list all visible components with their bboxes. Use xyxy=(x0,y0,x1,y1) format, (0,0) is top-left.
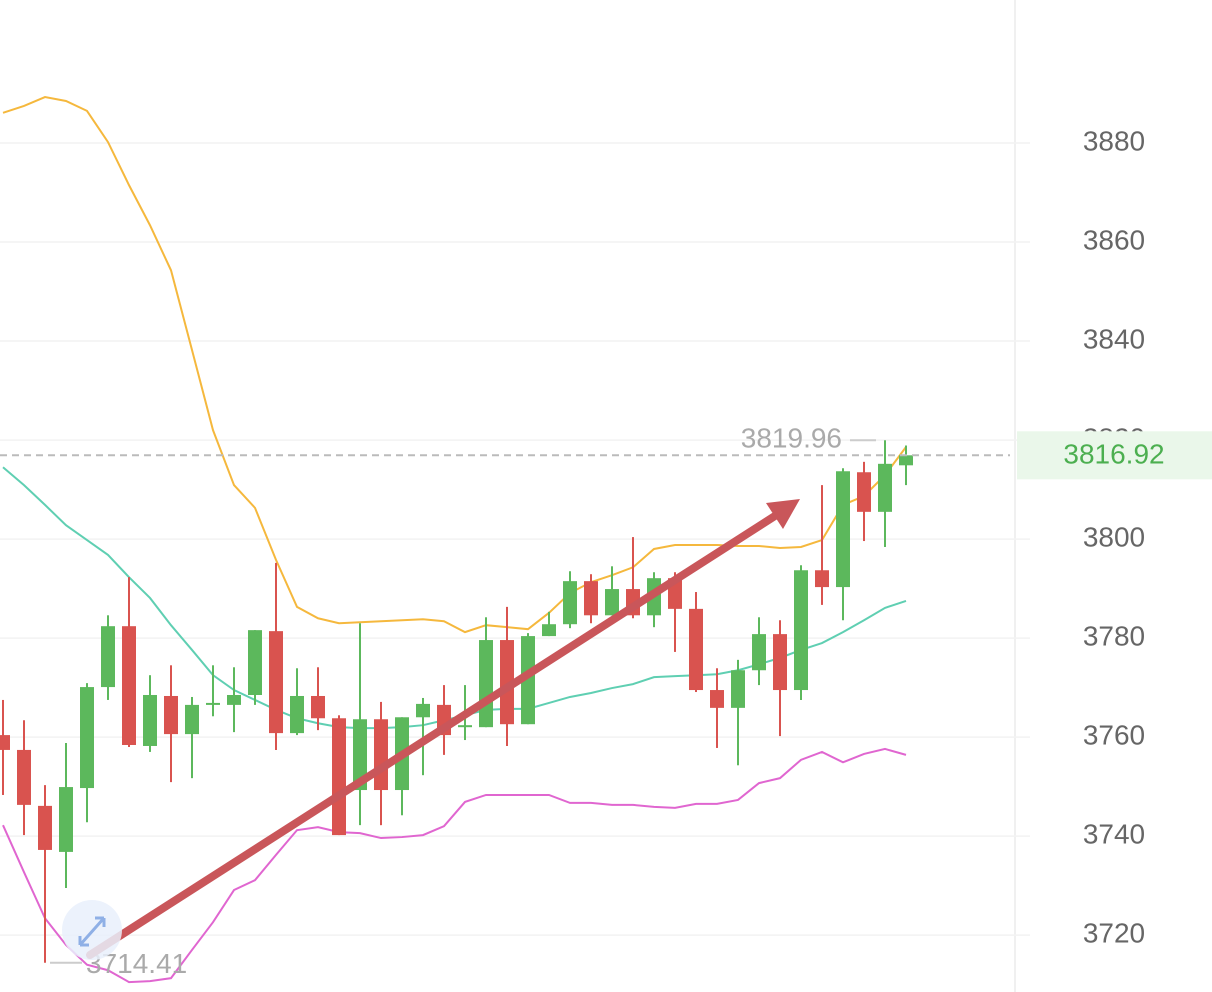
candle-body xyxy=(563,581,577,625)
indicator-line xyxy=(2,747,907,984)
candle-body xyxy=(521,636,535,725)
high-marker-label: 3819.96 xyxy=(741,423,842,454)
candle-body xyxy=(227,694,241,705)
candle-body xyxy=(584,581,598,616)
candle-body xyxy=(542,624,556,637)
candle-body xyxy=(59,787,73,852)
y-axis: 3720374037603780380038203840386038803816… xyxy=(1017,125,1212,948)
candle-body xyxy=(290,695,304,734)
arrow-head xyxy=(766,499,800,529)
candle-body xyxy=(857,472,871,512)
candle-body xyxy=(17,749,31,805)
candle-body xyxy=(416,703,430,718)
grid xyxy=(0,142,1030,936)
candle-body xyxy=(101,626,115,688)
candle-body xyxy=(836,471,850,588)
y-tick-label: 3860 xyxy=(1083,224,1145,255)
candle-body xyxy=(878,463,892,512)
icon-glyph[interactable] xyxy=(78,916,106,947)
y-tick-label: 3880 xyxy=(1083,125,1145,156)
expand-icon[interactable] xyxy=(62,900,122,960)
candle-body xyxy=(500,640,514,725)
y-tick-label: 3740 xyxy=(1083,818,1145,849)
candle-body xyxy=(38,805,52,850)
candle-body xyxy=(164,695,178,735)
candle-body xyxy=(710,690,724,708)
candle-body xyxy=(143,694,157,746)
candle-body xyxy=(122,626,136,745)
candle-body xyxy=(689,608,703,691)
candle-body xyxy=(185,704,199,735)
candle-body xyxy=(248,630,262,695)
candle-body xyxy=(353,719,367,791)
candle-body xyxy=(458,725,472,728)
candles xyxy=(0,440,913,963)
last-price-label: 3816.92 xyxy=(1063,439,1164,470)
arrow-shaft xyxy=(86,510,782,959)
candle-body xyxy=(731,670,745,708)
candle-body xyxy=(80,687,94,789)
y-tick-label: 3780 xyxy=(1083,620,1145,651)
candle-body xyxy=(773,634,787,691)
y-tick-label: 3720 xyxy=(1083,917,1145,948)
y-tick-label: 3800 xyxy=(1083,521,1145,552)
candle-body xyxy=(0,735,10,750)
y-tick-label: 3760 xyxy=(1083,719,1145,750)
candle-body xyxy=(752,634,766,671)
candle-body xyxy=(332,718,346,836)
candle-body xyxy=(269,631,283,734)
y-tick-label: 3840 xyxy=(1083,323,1145,354)
candle-body xyxy=(605,589,619,616)
candle-body xyxy=(479,640,493,728)
trend-arrow xyxy=(86,499,800,959)
candle-body xyxy=(311,695,325,719)
candle-body xyxy=(815,570,829,588)
last-price-badge xyxy=(1017,431,1212,480)
candle-body xyxy=(899,455,913,466)
candle-body xyxy=(206,702,220,705)
candle-body xyxy=(374,719,388,791)
indicator-line xyxy=(2,95,907,634)
candle-body xyxy=(794,570,808,691)
